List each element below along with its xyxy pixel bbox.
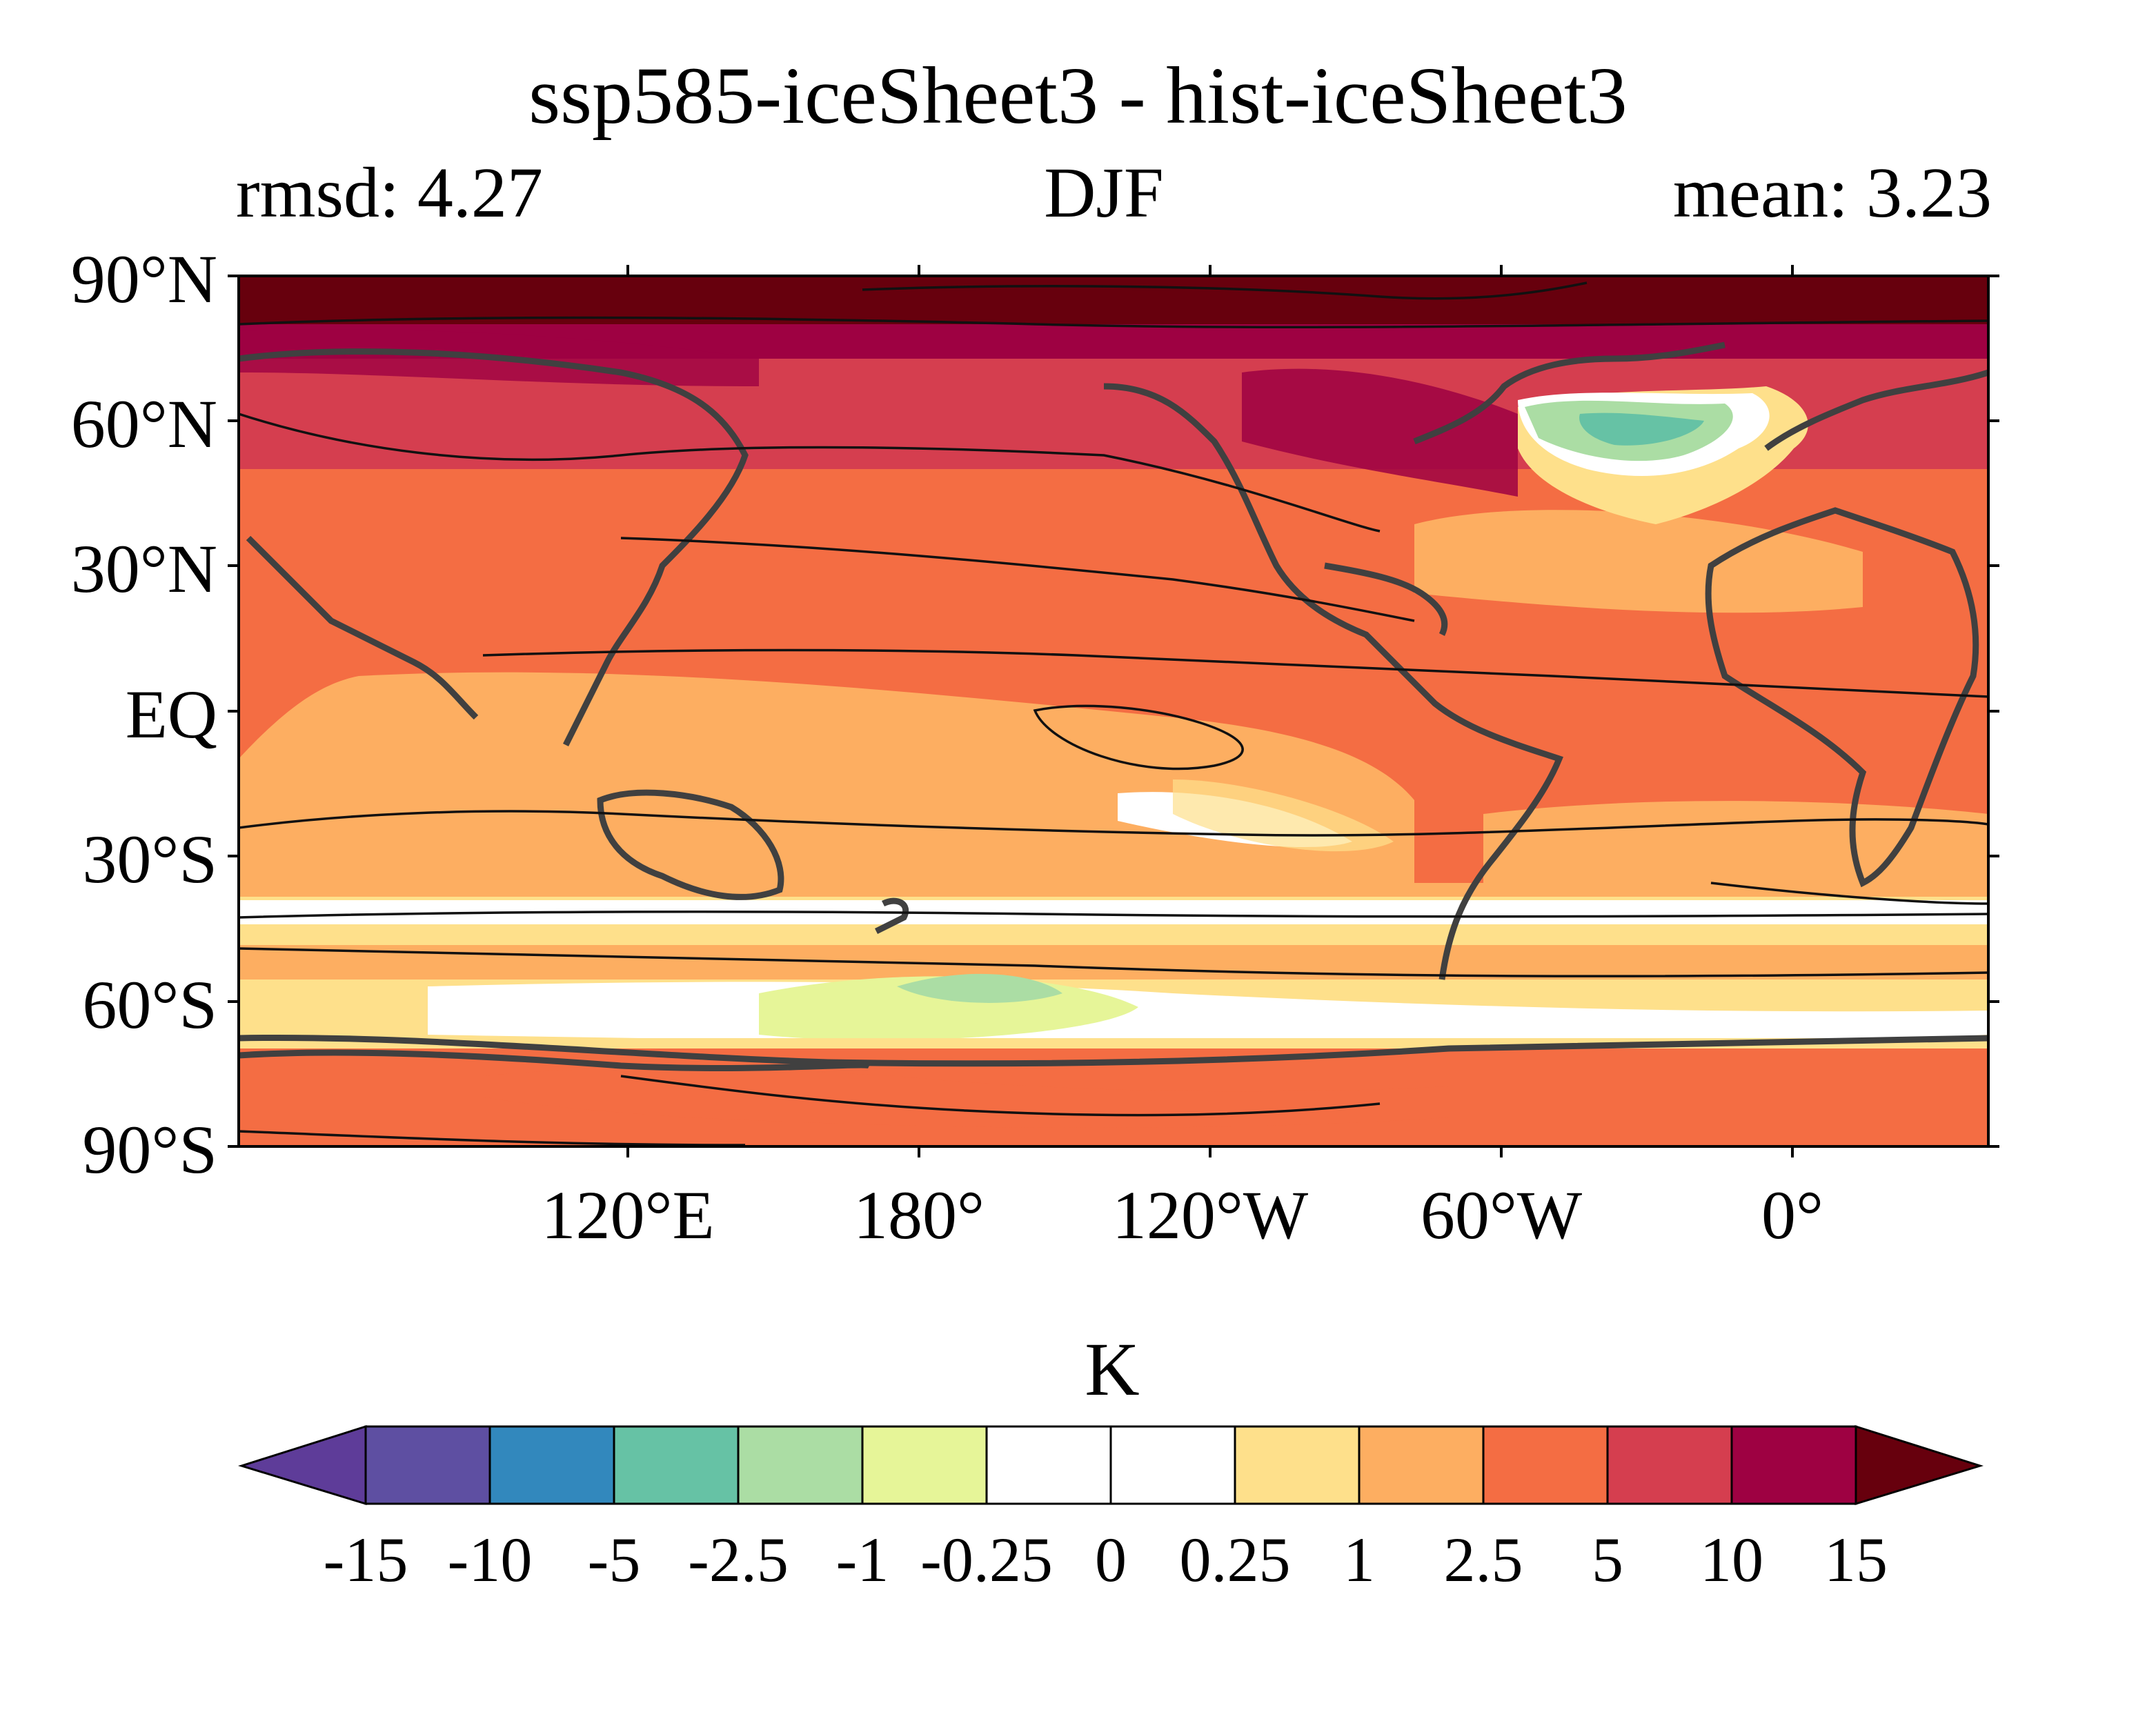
colorbar-tick-label: -1 <box>835 1524 889 1595</box>
colorbar-bin <box>1234 1425 1361 1505</box>
lon-label-180: 180° <box>853 1177 985 1253</box>
lon-ticks <box>626 265 1794 1157</box>
lat-label-90s: 90°S <box>82 1111 217 1188</box>
colorbar-tick-label: -0.25 <box>920 1524 1053 1595</box>
colorbar-tick-label: -15 <box>323 1524 408 1595</box>
rmsd-label: rmsd: 4.27 <box>236 153 543 232</box>
colorbar-tick-label: 0.25 <box>1179 1524 1291 1595</box>
colorbar-lower-extension <box>237 1424 367 1506</box>
colorbar-tick-label: -5 <box>587 1524 641 1595</box>
colorbar-bin <box>1482 1425 1609 1505</box>
colorbar-bin <box>737 1425 864 1505</box>
lon-label-60w: 60°W <box>1420 1177 1583 1253</box>
colorbar-tick-label: -2.5 <box>688 1524 789 1595</box>
season-label: DJF <box>1044 153 1164 232</box>
colorbar-units: K <box>1085 1327 1140 1411</box>
colorbar-bin <box>1730 1425 1857 1505</box>
colorbar-tick-label: 0 <box>1095 1524 1127 1595</box>
climatology-contours <box>239 281 1988 1146</box>
lon-label-120e: 120°E <box>541 1177 715 1253</box>
colorbar-bin <box>1109 1425 1236 1505</box>
colorbar-bin <box>1606 1425 1733 1505</box>
lat-label-90n: 90°N <box>70 241 217 317</box>
colorbar-tick-label: -10 <box>447 1524 533 1595</box>
colorbar-bin <box>861 1425 988 1505</box>
lon-label-0: 0° <box>1761 1177 1823 1253</box>
colorbar-bin <box>488 1425 615 1505</box>
lon-label-120w: 120°W <box>1111 1177 1309 1253</box>
temperature-field <box>239 276 1988 1146</box>
lat-label-eq: EQ <box>125 676 217 753</box>
mean-label: mean: 3.23 <box>1672 153 1992 232</box>
figure-title: ssp585-iceSheet3 - hist-iceSheet3 <box>528 50 1628 141</box>
lat-label-60s: 60°S <box>82 966 217 1043</box>
colorbar-bin <box>1358 1425 1485 1505</box>
colorbar-tick-label: 15 <box>1824 1524 1888 1595</box>
lat-label-60n: 60°N <box>70 386 217 462</box>
lat-label-30s: 30°S <box>82 821 217 897</box>
colorbar-upper-extension <box>1855 1424 1984 1506</box>
colorbar-tick-label: 5 <box>1592 1524 1623 1595</box>
colorbar <box>237 1424 1984 1506</box>
lat-label-30n: 30°N <box>70 530 217 607</box>
colorbar-bin <box>613 1425 740 1505</box>
colorbar-tick-label: 2.5 <box>1443 1524 1523 1595</box>
coastlines <box>239 341 1988 1072</box>
colorbar-tick-label: 1 <box>1343 1524 1375 1595</box>
colorbar-bin <box>364 1425 491 1505</box>
colorbar-bin <box>985 1425 1112 1505</box>
lat-ticks <box>228 275 1999 1148</box>
colorbar-tick-label: 10 <box>1700 1524 1763 1595</box>
